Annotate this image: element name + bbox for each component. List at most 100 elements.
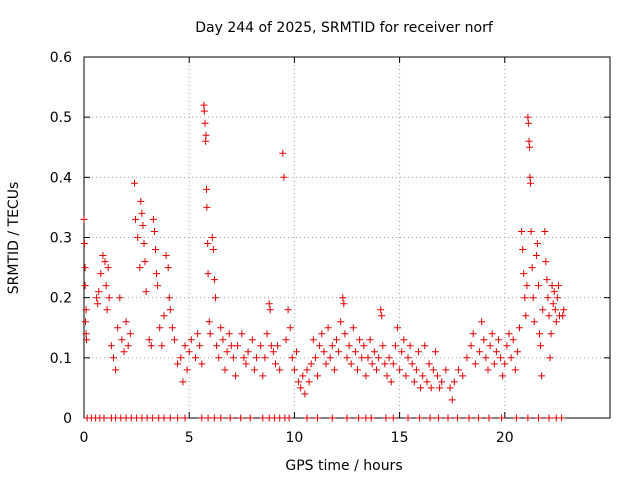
data-point: [149, 215, 157, 223]
data-point: [389, 360, 397, 368]
data-point: [174, 414, 182, 422]
data-point: [406, 342, 414, 350]
data-point: [351, 348, 359, 356]
data-point: [545, 414, 553, 422]
data-point: [132, 215, 139, 223]
data-point: [223, 348, 231, 356]
data-point: [265, 300, 273, 308]
x-tick-label: 0: [80, 430, 89, 446]
y-tick-label: 0.3: [50, 231, 72, 247]
data-point: [148, 414, 156, 422]
data-point: [522, 312, 530, 320]
data-point: [527, 228, 535, 235]
data-point: [217, 414, 225, 422]
data-point: [535, 414, 542, 422]
data-point: [156, 324, 164, 332]
data-point: [267, 342, 275, 350]
data-point: [301, 390, 309, 398]
data-point: [379, 342, 387, 350]
data-point: [284, 306, 292, 314]
data-point: [425, 360, 433, 368]
data-point: [553, 294, 561, 302]
data-point: [202, 137, 210, 145]
data-point: [526, 173, 534, 181]
data-point: [80, 215, 88, 223]
data-point: [280, 173, 288, 181]
data-point: [343, 354, 351, 362]
data-point: [505, 330, 513, 338]
data-point: [151, 228, 158, 235]
data-point: [429, 366, 437, 374]
data-point: [303, 366, 311, 374]
data-point: [467, 342, 475, 350]
data-point: [253, 354, 260, 362]
data-point: [198, 360, 206, 368]
data-point: [520, 270, 528, 278]
data-point: [266, 306, 274, 314]
data-point: [166, 414, 174, 422]
data-point: [519, 246, 527, 253]
data-point: [204, 414, 212, 422]
data-point: [529, 294, 537, 302]
data-point: [412, 366, 420, 374]
data-point: [203, 203, 211, 211]
data-point: [547, 330, 555, 338]
data-point: [97, 270, 105, 278]
data-point: [160, 414, 168, 422]
data-point: [391, 342, 399, 350]
data-point: [373, 366, 380, 374]
data-point: [82, 330, 90, 338]
data-point: [360, 342, 368, 350]
data-point: [165, 294, 173, 302]
data-point: [200, 107, 208, 115]
data-point: [185, 348, 193, 356]
data-point: [314, 414, 321, 422]
data-point: [279, 149, 287, 157]
data-point: [536, 330, 543, 338]
grid-lines: [84, 57, 610, 418]
data-point: [404, 414, 412, 422]
data-point: [314, 372, 321, 380]
data-point: [426, 414, 434, 422]
data-point: [162, 252, 170, 259]
data-point: [469, 330, 477, 338]
data-point: [213, 342, 221, 350]
data-point: [147, 342, 155, 350]
data-point: [335, 348, 343, 356]
data-point: [153, 270, 161, 278]
data-point: [105, 294, 113, 302]
data-point: [166, 306, 174, 314]
data-point: [341, 330, 349, 338]
data-point: [160, 312, 168, 320]
data-point: [366, 336, 374, 344]
data-point: [274, 342, 282, 350]
data-point: [140, 240, 148, 247]
data-point: [237, 414, 245, 422]
data-point: [543, 276, 551, 284]
data-point: [512, 414, 520, 422]
data-point: [124, 342, 132, 350]
data-point: [244, 348, 252, 356]
data-point: [370, 348, 378, 356]
data-point: [328, 414, 336, 422]
data-point: [158, 342, 166, 350]
data-point: [257, 342, 265, 350]
data-point: [537, 342, 545, 350]
data-point: [488, 330, 496, 338]
y-tick-label: 0.6: [50, 50, 72, 66]
data-point: [415, 348, 422, 356]
data-point: [525, 137, 533, 145]
data-point: [297, 384, 305, 392]
data-point: [240, 354, 248, 362]
data-point: [530, 318, 538, 326]
data-point: [94, 300, 102, 308]
data-point: [192, 354, 199, 362]
data-point: [381, 360, 389, 368]
data-point: [83, 336, 90, 344]
data-point: [307, 360, 315, 368]
data-point: [497, 354, 505, 362]
data-point: [544, 294, 552, 302]
data-point: [551, 306, 559, 314]
data-point: [198, 414, 206, 422]
data-point: [330, 366, 338, 374]
